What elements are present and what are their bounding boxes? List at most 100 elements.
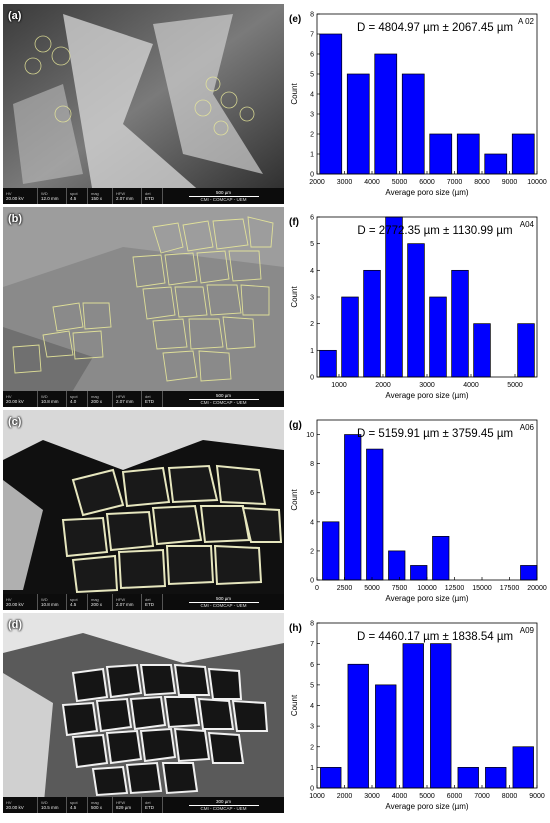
x-axis-label: Average poro size (µm) <box>385 391 468 400</box>
scale-bar-label: 500 µm <box>215 392 232 398</box>
x-tick-label: 6000 <box>419 179 435 186</box>
chart-title: D = 2772.35 µm ± 1130.99 µm <box>357 225 512 237</box>
chart-title: D = 5159.91 µm ± 3759.45 µm <box>357 428 513 440</box>
y-tick-label: 1 <box>310 152 314 159</box>
sem-field-hfw: HFW 2.07 mm <box>113 188 142 204</box>
y-tick-label: 8 <box>310 621 314 628</box>
x-tick-label: 7000 <box>474 793 490 800</box>
scale-bar: 500 µm CMI - COMCAP - UEM <box>163 188 284 204</box>
sem-field-det: det ETD <box>142 797 163 813</box>
y-tick-label: 1 <box>310 348 314 355</box>
sem-field-header: WD <box>41 393 48 399</box>
x-tick-label: 2000 <box>309 179 325 186</box>
y-tick-label: 4 <box>310 703 314 710</box>
histogram-bar <box>429 133 453 175</box>
y-tick-label: 4 <box>310 519 314 526</box>
chart-title: D = 4460.17 µm ± 1838.54 µm <box>357 631 513 643</box>
sem-info-bar: HV 20.00 kV WD 10.5 mm spot 4.5 mag 500 x HFW 829… <box>3 797 284 813</box>
y-tick-label: 5 <box>310 72 314 79</box>
histogram-bar <box>517 323 535 378</box>
histogram-bar <box>485 767 507 789</box>
x-tick-label: 2000 <box>337 793 353 800</box>
sem-field-value: 10.8 mm <box>41 398 59 404</box>
sem-field-header: HFW <box>116 190 126 196</box>
histogram-bar <box>363 269 381 378</box>
histogram-bar <box>388 550 406 581</box>
sem-field-value: 150 x <box>91 195 103 201</box>
histogram-bar <box>456 133 480 175</box>
sem-field-hv: HV 20.00 kV <box>3 188 38 204</box>
sem-field-header: HV <box>6 190 12 196</box>
sem-field-wd: WD 12.0 mm <box>38 188 67 204</box>
chart-svg: (g) 0 2 4 6 8 10 0 2500 5000 7500 10000 12500 15000 17… <box>289 419 547 603</box>
sem-field-header: spot <box>70 393 78 399</box>
x-axis-label: Average poro size (µm) <box>385 802 468 811</box>
scale-bar: 500 µm CMI - COMCAP - UEM <box>163 594 284 610</box>
histogram-bar <box>346 73 370 175</box>
y-tick-label: 3 <box>310 295 314 302</box>
sample-label: A 02 <box>518 17 535 26</box>
y-tick-label: 2 <box>310 321 314 328</box>
x-tick-label: 17500 <box>500 585 520 592</box>
histogram-bar <box>511 133 535 175</box>
sem-field-header: mag <box>91 190 99 196</box>
y-tick-label: 7 <box>310 32 314 39</box>
panel-label: (h) <box>289 623 302 634</box>
chart-title: D = 4804.97 µm ± 2067.45 µm <box>357 22 513 34</box>
histogram-bar <box>341 296 359 378</box>
x-axis-label: Average poro size (µm) <box>385 594 468 603</box>
panel-label: (c) <box>8 416 22 428</box>
histogram-bar <box>407 243 425 378</box>
sem-image-d <box>3 613 284 813</box>
y-tick-label: 6 <box>310 215 314 222</box>
histogram-bar <box>473 323 491 378</box>
sem-field-value: 10.8 mm <box>41 601 59 607</box>
sem-field-header: WD <box>41 190 48 196</box>
sem-field-header: HV <box>6 799 12 805</box>
histogram-bar <box>430 643 452 789</box>
sem-field-header: HFW <box>116 596 126 602</box>
x-tick-label: 2000 <box>375 382 391 389</box>
sem-micrograph-b: (b) HV 20.00 kV WD 10.8 mm spot 4.0 mag 200 x HF… <box>3 207 284 407</box>
sem-field-header: det <box>145 393 151 399</box>
sem-field-det: det ETD <box>142 594 163 610</box>
sem-field-hfw: HFW 829 µm <box>113 797 142 813</box>
scale-bar: 500 µm CMI - COMCAP - UEM <box>163 391 284 407</box>
sem-field-spot: spot 4.5 <box>67 797 88 813</box>
sem-field-spot: spot 4.0 <box>67 391 88 407</box>
sem-field-header: HFW <box>116 799 126 805</box>
sem-field-value: 12.0 mm <box>41 195 59 201</box>
sem-field-header: spot <box>70 799 78 805</box>
sem-info-bar: HV 20.00 kV WD 12.0 mm spot 4.5 mag 150 x HFW 2.0… <box>3 188 284 204</box>
x-tick-label: 12500 <box>445 585 465 592</box>
x-tick-label: 9000 <box>529 793 545 800</box>
sem-field-header: HV <box>6 596 12 602</box>
sem-field-value: 2.07 mm <box>116 398 134 404</box>
sem-field-det: det ETD <box>142 391 163 407</box>
sem-field-header: mag <box>91 596 99 602</box>
x-tick-label: 3000 <box>419 382 435 389</box>
histogram-bar <box>320 767 342 789</box>
x-tick-label: 8000 <box>474 179 490 186</box>
x-tick-label: 5000 <box>507 382 523 389</box>
y-tick-label: 5 <box>310 241 314 248</box>
y-tick-label: 2 <box>310 132 314 139</box>
y-tick-label: 3 <box>310 112 314 119</box>
sem-field-value: 10.5 mm <box>41 804 59 810</box>
histogram-bar <box>432 536 450 581</box>
panel-label: (g) <box>289 420 302 431</box>
y-tick-label: 2 <box>310 548 314 555</box>
histogram-bar <box>401 73 425 175</box>
y-tick-label: 8 <box>310 461 314 468</box>
institution-label: CMI - COMCAP - UEM <box>200 602 247 608</box>
x-tick-label: 2500 <box>337 585 353 592</box>
sem-field-header: det <box>145 799 151 805</box>
sem-field-hfw: HFW 2.07 mm <box>113 594 142 610</box>
x-tick-label: 15000 <box>472 585 492 592</box>
histogram-bar <box>344 434 362 581</box>
sem-field-mag: mag 200 x <box>88 594 113 610</box>
sem-field-wd: WD 10.8 mm <box>38 594 67 610</box>
histogram-bar <box>322 521 340 581</box>
histogram-bar <box>410 565 428 581</box>
panel-label: (d) <box>8 619 23 631</box>
